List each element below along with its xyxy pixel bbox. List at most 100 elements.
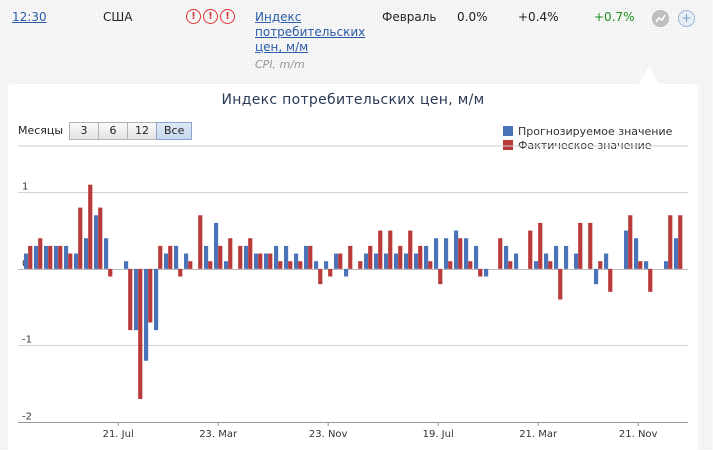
actual-bar[interactable] (478, 268, 483, 277)
forecast-bar[interactable] (434, 238, 439, 269)
forecast-bar[interactable] (334, 253, 339, 269)
actual-bar[interactable] (418, 245, 423, 269)
actual-bar[interactable] (128, 268, 133, 331)
actual-bar[interactable] (498, 238, 503, 269)
forecast-bar[interactable] (624, 230, 629, 269)
actual-bar[interactable] (88, 184, 93, 269)
actual-bar[interactable] (598, 261, 603, 269)
actual-bar[interactable] (68, 253, 73, 269)
actual-bar[interactable] (638, 261, 643, 269)
actual-bar[interactable] (648, 268, 653, 292)
chart-icon[interactable] (652, 10, 669, 27)
plus-icon[interactable]: + (678, 10, 695, 27)
forecast-bar[interactable] (184, 253, 189, 269)
actual-bar[interactable] (168, 245, 173, 269)
forecast-bar[interactable] (144, 268, 149, 361)
actual-bar[interactable] (428, 261, 433, 269)
actual-bar[interactable] (228, 238, 233, 269)
forecast-bar[interactable] (304, 245, 309, 269)
actual-bar[interactable] (328, 268, 333, 277)
actual-bar[interactable] (368, 245, 373, 269)
actual-bar[interactable] (108, 268, 113, 277)
forecast-bar[interactable] (674, 238, 679, 269)
actual-bar[interactable] (248, 238, 253, 269)
forecast-bar[interactable] (64, 245, 69, 269)
actual-bar[interactable] (268, 253, 273, 269)
actual-bar[interactable] (348, 245, 353, 269)
actual-bar[interactable] (448, 261, 453, 269)
actual-bar[interactable] (178, 268, 183, 277)
actual-bar[interactable] (398, 245, 403, 269)
actual-bar[interactable] (458, 238, 463, 269)
actual-bar[interactable] (288, 261, 293, 269)
forecast-bar[interactable] (364, 253, 369, 269)
actual-bar[interactable] (528, 230, 533, 269)
actual-bar[interactable] (48, 245, 53, 269)
actual-bar[interactable] (538, 222, 543, 269)
forecast-bar[interactable] (224, 261, 229, 269)
actual-bar[interactable] (468, 261, 473, 269)
forecast-bar[interactable] (444, 238, 449, 269)
actual-bar[interactable] (338, 253, 343, 269)
period-button-12[interactable]: 12 (127, 122, 157, 140)
forecast-bar[interactable] (554, 245, 559, 269)
actual-bar[interactable] (258, 253, 263, 269)
actual-bar[interactable] (188, 261, 193, 269)
forecast-bar[interactable] (94, 215, 99, 269)
legend-item-forecast[interactable]: Прогнозируемое значение (503, 124, 672, 138)
forecast-bar[interactable] (214, 222, 219, 269)
forecast-bar[interactable] (394, 253, 399, 269)
forecast-bar[interactable] (124, 261, 129, 269)
actual-bar[interactable] (158, 245, 163, 269)
forecast-bar[interactable] (84, 238, 89, 269)
actual-bar[interactable] (58, 245, 63, 269)
forecast-bar[interactable] (254, 253, 259, 269)
forecast-bar[interactable] (384, 253, 389, 269)
forecast-bar[interactable] (634, 238, 639, 269)
forecast-bar[interactable] (284, 245, 289, 269)
actual-bar[interactable] (318, 268, 323, 285)
actual-bar[interactable] (578, 222, 583, 269)
actual-bar[interactable] (28, 245, 33, 269)
forecast-bar[interactable] (374, 253, 379, 269)
actual-bar[interactable] (148, 268, 153, 323)
actual-bar[interactable] (218, 245, 223, 269)
forecast-bar[interactable] (454, 230, 459, 269)
forecast-bar[interactable] (314, 261, 319, 269)
actual-bar[interactable] (78, 207, 83, 269)
forecast-bar[interactable] (264, 253, 269, 269)
forecast-bar[interactable] (514, 253, 519, 269)
actual-bar[interactable] (358, 261, 363, 269)
forecast-bar[interactable] (44, 245, 49, 269)
actual-bar[interactable] (308, 245, 313, 269)
period-button-all[interactable]: Все (156, 122, 193, 140)
actual-bar[interactable] (378, 230, 383, 269)
actual-bar[interactable] (608, 268, 613, 292)
actual-bar[interactable] (298, 261, 303, 269)
actual-bar[interactable] (628, 215, 633, 269)
actual-bar[interactable] (198, 215, 203, 269)
forecast-bar[interactable] (34, 245, 39, 269)
forecast-bar[interactable] (484, 268, 489, 277)
actual-bar[interactable] (208, 261, 213, 269)
actual-bar[interactable] (388, 230, 393, 269)
actual-bar[interactable] (548, 261, 553, 269)
forecast-bar[interactable] (424, 245, 429, 269)
forecast-bar[interactable] (594, 268, 599, 285)
forecast-bar[interactable] (644, 261, 649, 269)
actual-bar[interactable] (558, 268, 563, 300)
forecast-bar[interactable] (414, 253, 419, 269)
actual-bar[interactable] (138, 268, 143, 400)
event-name-link[interactable]: Индекс потребительских цен, м/м (255, 10, 366, 54)
forecast-bar[interactable] (574, 253, 579, 269)
forecast-bar[interactable] (204, 245, 209, 269)
actual-bar[interactable] (408, 230, 413, 269)
actual-bar[interactable] (588, 222, 593, 269)
forecast-bar[interactable] (664, 261, 669, 269)
forecast-bar[interactable] (174, 245, 179, 269)
forecast-bar[interactable] (74, 253, 79, 269)
forecast-bar[interactable] (604, 253, 609, 269)
actual-bar[interactable] (678, 215, 683, 269)
actual-bar[interactable] (668, 215, 673, 269)
forecast-bar[interactable] (534, 261, 539, 269)
